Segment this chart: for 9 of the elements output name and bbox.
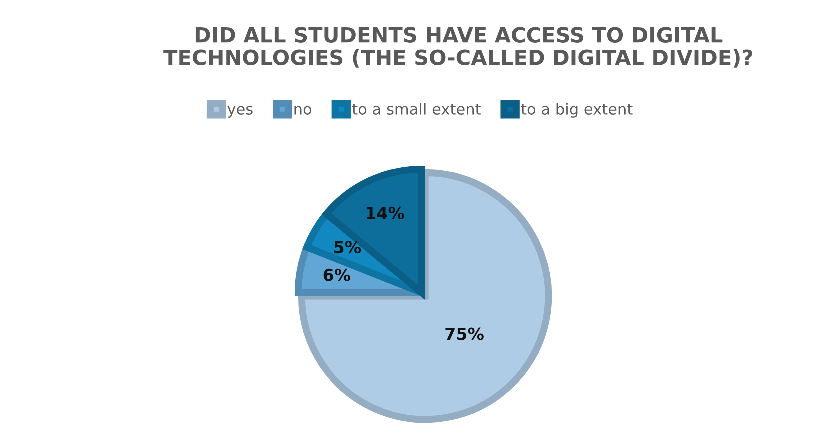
legend-label: no	[294, 106, 312, 115]
data-label: 75%	[446, 328, 484, 340]
legend-label: to a small extent	[352, 103, 481, 115]
chart-title: DID ALL STUDENTS HAVE ACCESS TO DIGITAL TECHNOLOGIES (THE SO-CALLED DIGITAL DIVIDE)?	[164, 27, 752, 68]
legend-label: to a big extent	[521, 103, 633, 118]
data-label: 5%	[334, 241, 362, 254]
legend-label: yes	[228, 106, 253, 118]
data-label: 14%	[366, 206, 404, 220]
data-label: 6%	[324, 268, 351, 282]
